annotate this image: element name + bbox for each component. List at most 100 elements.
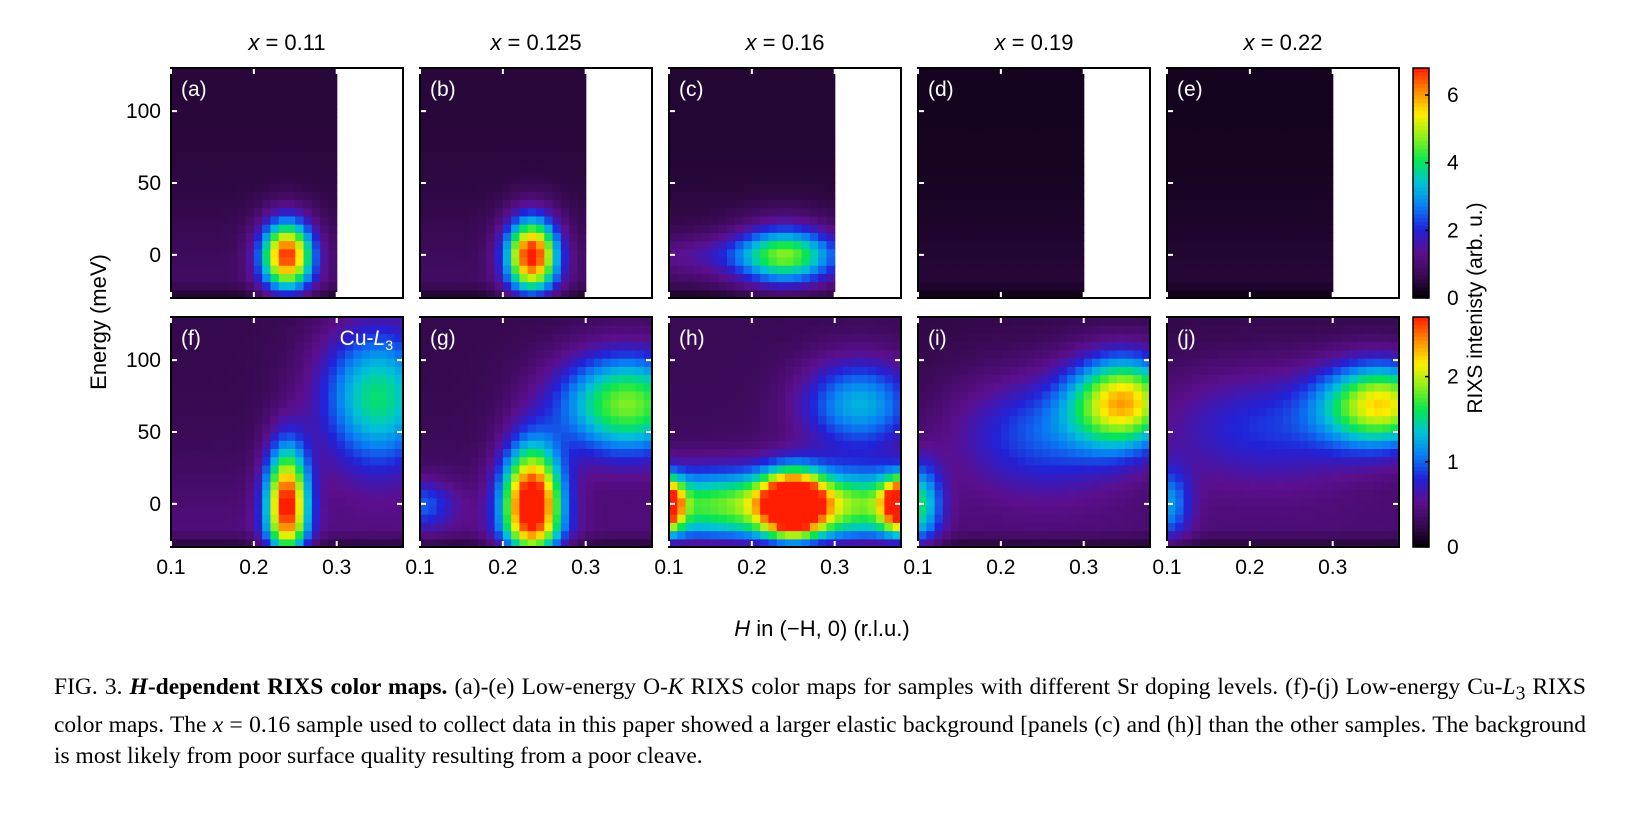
heatmap-cell [677, 456, 687, 466]
heatmap-cell [229, 317, 238, 326]
heatmap-cell [444, 248, 454, 258]
heatmap-cell [453, 92, 463, 102]
heatmap-cell [428, 289, 438, 299]
heatmap-cell [187, 456, 197, 466]
heatmap-cell [486, 92, 496, 102]
heatmap-cell [776, 358, 786, 367]
heatmap-cell [760, 174, 770, 184]
heatmap-cell [453, 166, 463, 176]
heatmap-cell [677, 117, 687, 127]
heatmap-cell [1034, 92, 1043, 102]
heatmap-cell [768, 84, 778, 94]
heatmap-cell [951, 183, 961, 192]
heatmap-cell [560, 100, 570, 110]
heatmap-cell [735, 399, 745, 408]
heatmap-cell [934, 240, 944, 250]
heatmap-cell [303, 497, 313, 507]
heatmap-cell [585, 415, 595, 425]
heatmap-cell [1042, 150, 1052, 159]
heatmap-cell [353, 333, 363, 343]
heatmap-cell [718, 166, 728, 176]
heatmap-cell [245, 341, 255, 351]
heatmap-cell [768, 224, 778, 233]
heatmap-cell [826, 76, 836, 86]
heatmap-cell [237, 497, 247, 507]
heatmap-cell [278, 489, 288, 499]
heatmap-cell [1191, 232, 1201, 242]
heatmap-cell [328, 415, 338, 425]
heatmap-cell [768, 109, 778, 118]
heatmap-cell [751, 240, 761, 250]
heatmap-cell [179, 374, 189, 384]
heatmap-cell [461, 538, 471, 548]
heatmap-cell [1034, 125, 1043, 135]
heatmap-cell [1233, 199, 1243, 209]
heatmap-cell [959, 125, 969, 135]
heatmap-cell [918, 240, 927, 250]
heatmap-cell [1009, 273, 1019, 283]
heatmap-cell [735, 100, 745, 110]
heatmap-cell [262, 366, 272, 376]
heatmap-cell [245, 133, 255, 143]
heatmap-cell [618, 530, 628, 540]
heatmap-cell [204, 100, 214, 110]
heatmap-cell [478, 100, 487, 110]
heatmap-cell [287, 174, 296, 184]
heatmap-cell [1225, 158, 1234, 168]
heatmap-cell [328, 92, 338, 102]
heatmap-cell [751, 215, 761, 225]
heatmap-cell [187, 473, 197, 482]
heatmap-cell [428, 199, 438, 209]
heatmap-cell [536, 522, 545, 532]
heatmap-cell [444, 174, 454, 184]
heatmap-cell [345, 374, 354, 384]
heatmap-cell [1241, 141, 1251, 151]
heatmap-cell [544, 207, 554, 217]
heatmap-cell [643, 514, 653, 523]
heatmap-cell [212, 358, 222, 367]
heatmap-cell [428, 100, 438, 110]
heatmap-cell [320, 232, 330, 242]
heatmap-cell [519, 325, 529, 335]
heatmap-cell [204, 232, 214, 242]
heatmap-cell [1042, 117, 1052, 127]
heatmap-cell [328, 133, 338, 143]
heatmap-cell [735, 150, 745, 159]
heatmap-cell [253, 117, 263, 127]
heatmap-cell [195, 109, 205, 118]
heatmap-cell [1208, 191, 1218, 201]
heatmap-cell [278, 473, 288, 482]
heatmap-cell [1075, 76, 1085, 86]
heatmap-cell [195, 333, 205, 343]
heatmap-cell [569, 100, 579, 110]
heatmap-cell [369, 448, 379, 458]
panel-frame [917, 67, 1151, 299]
heatmap-cell [469, 125, 479, 135]
heatmap-cell [1075, 141, 1085, 151]
heatmap-cell [959, 76, 969, 86]
heatmap-cell [1316, 256, 1326, 266]
heatmap-cell [486, 341, 496, 351]
heatmap-cell [1225, 256, 1234, 266]
heatmap-cell [1316, 158, 1326, 168]
heatmap-cell [1042, 183, 1052, 192]
heatmap-cell [311, 76, 321, 86]
heatmap-cell [793, 265, 803, 274]
heatmap-cell [171, 281, 180, 291]
heatmap-cell [669, 505, 678, 515]
heatmap-cell [1283, 174, 1292, 184]
heatmap-cell [253, 232, 263, 242]
heatmap-cell [718, 497, 728, 507]
heatmap-cell [1050, 240, 1060, 250]
heatmap-cell [552, 489, 562, 499]
heatmap-cell [303, 341, 313, 351]
heatmap-cell [303, 317, 313, 326]
heatmap-cell [1283, 183, 1292, 192]
heatmap-cell [519, 374, 529, 384]
heatmap-cell [710, 92, 720, 102]
heatmap-cell [287, 341, 296, 351]
heatmap-cell [1307, 281, 1317, 291]
heatmap-cell [710, 432, 720, 441]
heatmap-cell [918, 141, 927, 151]
heatmap-cell [669, 358, 678, 367]
